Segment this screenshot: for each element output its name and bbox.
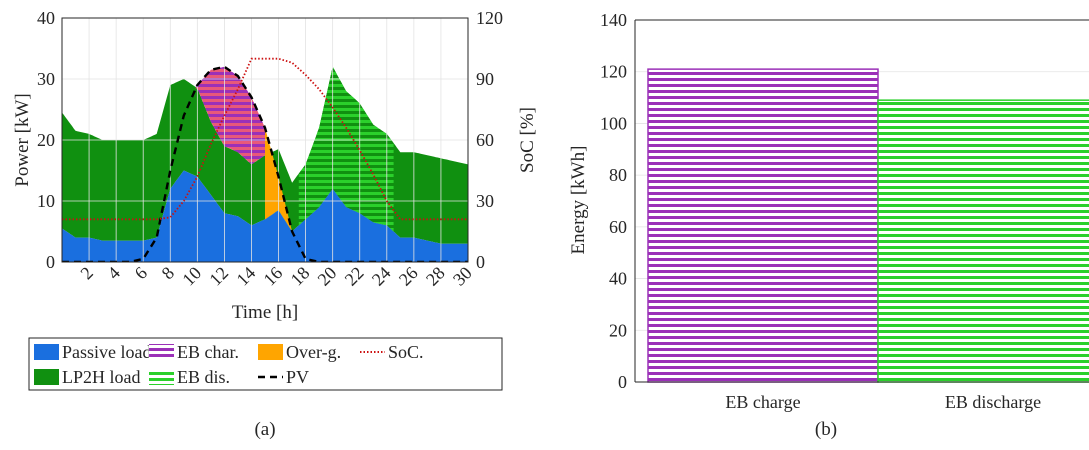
panel-b-ytick-label: 20: [609, 320, 627, 340]
pv-line: [62, 65, 468, 262]
legend-label: EB char.: [177, 342, 239, 362]
over-generation-area: [265, 127, 299, 232]
panel-b-ticks: 0 20 40 60 80 100 120 140 EB charge EB discharge: [600, 10, 1041, 412]
panel-a-ytick-right-label: 60: [476, 130, 494, 150]
panel-a-ytick-left-label: 20: [37, 130, 55, 150]
panel-b-ytick-label: 0: [618, 372, 627, 392]
legend-swatch: [258, 344, 283, 360]
panel-a-xtick-label: 14: [232, 263, 259, 290]
eb-discharge-area: [298, 66, 394, 232]
bar-eb-charge: [647, 68, 879, 383]
legend-swatch: [34, 369, 59, 385]
panel-a-xtick-label: 28: [422, 263, 449, 290]
panel-b-ytick-label: 60: [609, 217, 627, 237]
panel-a-xtick-label: 26: [395, 263, 422, 290]
panel-b-xtick-label: EB charge: [725, 392, 800, 412]
panel-a-ytick-left-label: 0: [46, 252, 55, 272]
panel-a-xtick-label: 2: [76, 263, 97, 284]
passive-load-area: [62, 170, 468, 262]
legend-label: Over-g.: [286, 342, 341, 362]
legend-label: Passive load: [62, 342, 152, 362]
eb-charge-overlap-area: [170, 66, 265, 171]
panel-b-ytick-label: 80: [609, 165, 627, 185]
panel-b-ytick-label: 100: [600, 113, 627, 133]
panel-b-ytick-label: 140: [600, 10, 627, 30]
panel-a-xtick-label: 20: [314, 263, 341, 290]
soc-line: [62, 57, 468, 221]
panel-a-xtick-label: 30: [449, 263, 476, 290]
legend-swatch: [149, 369, 174, 385]
panel-a-xtick-label: 24: [368, 263, 395, 290]
panel-a-ytick-right-label: 120: [476, 8, 503, 28]
panel-b-ytick-label: 40: [609, 269, 627, 289]
legend-swatch: [34, 344, 59, 360]
panel-a-xtick-label: 16: [259, 263, 286, 290]
panel-a-ytick-left-label: 30: [37, 69, 55, 89]
legend-label: EB dis.: [177, 367, 230, 387]
panel-b-ylabel: Energy [kWh]: [568, 146, 589, 255]
panel-b-xtick-label: EB discharge: [945, 392, 1041, 412]
legend-label: SoC.: [388, 342, 424, 362]
legend-label: PV: [286, 367, 309, 387]
panel-a-legend: Passive load EB char. Over-g. SoC. LP2H load…: [28, 337, 503, 391]
bar-eb-discharge: [877, 99, 1089, 383]
panel-a-ytick-right-label: 0: [476, 252, 485, 272]
panel-a-ytick-right-label: 30: [476, 191, 494, 211]
panel-a-grid: [62, 18, 468, 262]
panel-a-caption: (a): [254, 419, 275, 440]
panel-a-xtick-label: 22: [341, 263, 368, 290]
panel-b-bars: [647, 68, 1089, 383]
panel-a-xtick-label: 12: [205, 263, 232, 290]
legend-label: LP2H load: [62, 367, 141, 387]
panel-a-xtick-label: 8: [158, 263, 179, 284]
panel-a-xlabel: Time [h]: [232, 302, 298, 323]
panel-a-axes-box: [61, 17, 469, 263]
panel-a-ytick-left-label: 40: [37, 8, 55, 28]
panel-a-ylabel-left: Power [kW]: [12, 93, 33, 186]
panel-a-ylabel-right: SoC [%]: [517, 107, 538, 173]
panel-a-xtick-label: 10: [178, 263, 205, 290]
panel-a-xtick-label: 18: [287, 263, 314, 290]
panel-a-ytick-left-label: 10: [37, 191, 55, 211]
panel-a-xtick-label: 4: [103, 263, 124, 284]
panel-b-ytick-label: 120: [600, 62, 627, 82]
panel-a-ytick-right-label: 90: [476, 69, 494, 89]
legend-swatch: [149, 344, 174, 360]
panel-b-caption: (b): [815, 419, 837, 440]
panel-a-lines: [62, 57, 468, 262]
panel-a-xtick-label: 6: [131, 263, 152, 284]
